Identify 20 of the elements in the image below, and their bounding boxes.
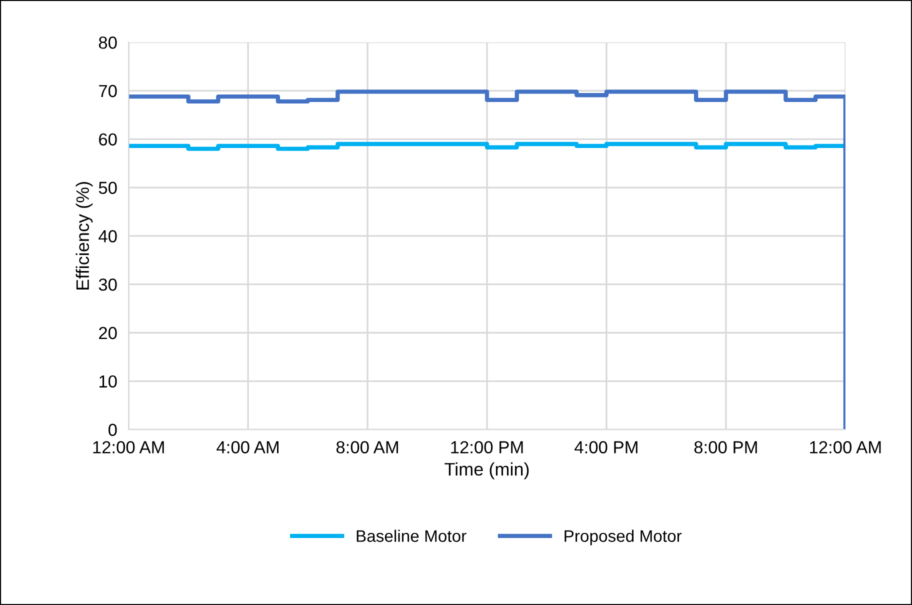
y-tick-label: 0 (108, 424, 117, 436)
y-tick-label: 40 (98, 230, 117, 242)
x-tick-label: 12:00 PM (451, 441, 523, 454)
x-axis-title: Time (min) (444, 462, 529, 480)
x-tick-label: 12:00 AM (93, 441, 164, 454)
legend-label: Proposed Motor (564, 530, 682, 546)
y-tick-label: 80 (98, 36, 117, 49)
x-tick-label: 8:00 PM (694, 441, 757, 454)
y-tick-label: 30 (98, 278, 117, 291)
y-axis-title: Efficiency (%) (76, 182, 93, 290)
y-tick-label: 10 (99, 375, 117, 388)
x-tick-label: 8:00 AM (336, 441, 398, 454)
y-tick-label: 60 (99, 133, 117, 146)
y-tick-label: 50 (98, 182, 117, 194)
x-tick-label: 4:00 PM (574, 441, 638, 454)
legend-label: Baseline Motor (356, 530, 466, 542)
y-tick-label: 70 (99, 84, 117, 98)
x-tick-label: 12:00 AM (810, 441, 881, 454)
x-tick-label: 4:00 AM (216, 441, 278, 454)
y-tick-label: 20 (99, 326, 117, 340)
